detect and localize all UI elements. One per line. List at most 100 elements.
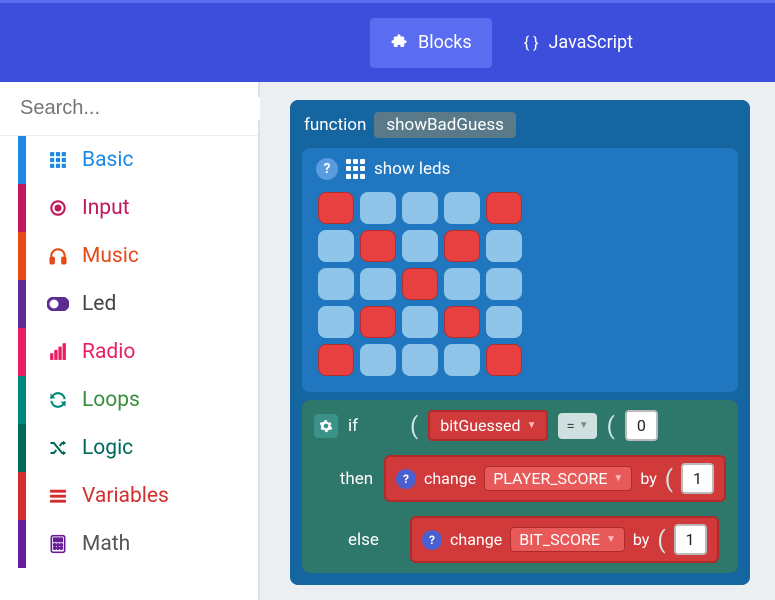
category-stripe — [18, 280, 26, 328]
else-keyword: else — [348, 530, 400, 550]
led-cell[interactable] — [486, 192, 522, 224]
category-stripe — [18, 424, 26, 472]
function-header: function showBadGuess — [302, 108, 738, 148]
led-cell[interactable] — [402, 268, 438, 300]
chevron-down-icon: ▼ — [606, 534, 616, 545]
condition-operator[interactable]: = ▼ — [558, 413, 596, 439]
if-keyword: if — [348, 416, 400, 436]
then-variable[interactable]: PLAYER_SCORE ▼ — [484, 466, 632, 491]
led-cell[interactable] — [318, 344, 354, 376]
led-cell[interactable] — [486, 268, 522, 300]
category-loops[interactable]: Loops — [0, 376, 258, 424]
else-change-block[interactable]: ? change BIT_SCORE ▼ by ( 1 — [410, 516, 719, 563]
category-music[interactable]: Music — [0, 232, 258, 280]
led-cell[interactable] — [486, 306, 522, 338]
category-math[interactable]: Math — [0, 520, 258, 568]
category-stripe — [18, 520, 26, 568]
tab-blocks[interactable]: Blocks — [370, 18, 492, 68]
category-stripe — [18, 376, 26, 424]
then-change-block[interactable]: ? change PLAYER_SCORE ▼ by ( 1 — [384, 455, 726, 502]
category-stripe — [18, 136, 26, 184]
led-cell[interactable] — [486, 230, 522, 262]
tab-javascript[interactable]: { } JavaScript — [504, 18, 653, 67]
category-input[interactable]: Input — [0, 184, 258, 232]
main: Basic Input Music Led Radio Loops Logic Variabl… — [0, 82, 775, 600]
top-bar: Blocks { } JavaScript — [0, 0, 775, 82]
category-label: Basic — [82, 148, 133, 172]
chevron-down-icon: ▼ — [579, 420, 589, 431]
led-cell[interactable] — [318, 230, 354, 262]
show-leds-label: show leds — [374, 159, 450, 179]
paren-sep: ( — [607, 412, 615, 440]
led-cell[interactable] — [318, 192, 354, 224]
category-stripe — [18, 184, 26, 232]
tab-blocks-label: Blocks — [418, 32, 472, 53]
category-label: Led — [82, 292, 116, 316]
help-icon[interactable]: ? — [396, 469, 416, 489]
function-name[interactable]: showBadGuess — [374, 112, 516, 138]
category-stripe — [18, 472, 26, 520]
led-cell[interactable] — [318, 268, 354, 300]
led-cell[interactable] — [360, 306, 396, 338]
category-basic[interactable]: Basic — [0, 136, 258, 184]
paren-open: ( — [410, 412, 418, 440]
led-cell[interactable] — [318, 306, 354, 338]
then-keyword: then — [340, 469, 374, 489]
headphones-icon — [44, 246, 72, 266]
led-cell[interactable] — [444, 230, 480, 262]
braces-icon: { } — [524, 33, 539, 52]
led-cell[interactable] — [486, 344, 522, 376]
category-led[interactable]: Led — [0, 280, 258, 328]
list-icon — [44, 486, 72, 506]
shuffle-icon — [44, 438, 72, 458]
search-input[interactable] — [20, 97, 285, 120]
toggle-icon — [44, 297, 72, 311]
category-stripe — [18, 328, 26, 376]
show-leds-block[interactable]: ? show leds — [302, 148, 738, 392]
function-block[interactable]: function showBadGuess ? show leds if ( — [290, 100, 750, 585]
led-cell[interactable] — [444, 192, 480, 224]
category-label: Loops — [82, 388, 140, 412]
led-grid[interactable] — [312, 188, 728, 380]
led-cell[interactable] — [402, 192, 438, 224]
led-cell[interactable] — [402, 230, 438, 262]
grid-icon — [346, 159, 366, 179]
else-value[interactable]: 1 — [674, 524, 707, 555]
led-cell[interactable] — [444, 306, 480, 338]
then-value[interactable]: 1 — [681, 463, 714, 494]
category-radio[interactable]: Radio — [0, 328, 258, 376]
category-label: Music — [82, 244, 139, 268]
condition-value[interactable]: 0 — [625, 410, 658, 441]
category-label: Input — [82, 196, 130, 220]
if-block[interactable]: if ( bitGuessed ▼ = ▼ ( 0 then — [302, 400, 738, 573]
calculator-icon — [44, 534, 72, 554]
led-cell[interactable] — [360, 230, 396, 262]
workspace[interactable]: function showBadGuess ? show leds if ( — [260, 82, 775, 600]
else-variable[interactable]: BIT_SCORE ▼ — [510, 527, 625, 552]
led-cell[interactable] — [444, 344, 480, 376]
help-icon[interactable]: ? — [316, 158, 338, 180]
then-row: then ? change PLAYER_SCORE ▼ by ( 1 — [314, 455, 726, 502]
led-cell[interactable] — [402, 306, 438, 338]
category-list: Basic Input Music Led Radio Loops Logic Variabl… — [0, 136, 258, 600]
led-cell[interactable] — [444, 268, 480, 300]
help-icon[interactable]: ? — [422, 530, 442, 550]
category-label: Logic — [82, 436, 133, 460]
tab-javascript-label: JavaScript — [549, 32, 634, 53]
category-stripe — [18, 232, 26, 280]
refresh-icon — [44, 390, 72, 410]
led-cell[interactable] — [360, 268, 396, 300]
category-logic[interactable]: Logic — [0, 424, 258, 472]
led-cell[interactable] — [360, 192, 396, 224]
led-cell[interactable] — [402, 344, 438, 376]
category-label: Math — [82, 532, 130, 556]
grid-icon — [44, 150, 72, 170]
category-variables[interactable]: Variables — [0, 472, 258, 520]
condition-variable[interactable]: bitGuessed ▼ — [428, 410, 548, 441]
category-label: Variables — [82, 484, 169, 508]
show-leds-header: ? show leds — [312, 156, 728, 188]
led-cell[interactable] — [360, 344, 396, 376]
target-icon — [44, 198, 72, 218]
gear-icon[interactable] — [314, 414, 338, 438]
sidebar: Basic Input Music Led Radio Loops Logic Variabl… — [0, 82, 260, 600]
